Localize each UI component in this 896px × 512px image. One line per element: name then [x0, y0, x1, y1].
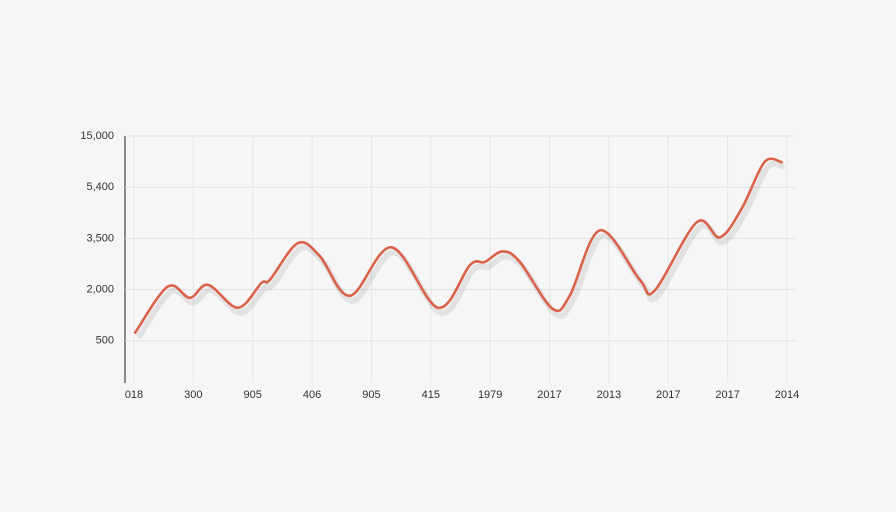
x-tick-label: 2017 — [656, 389, 680, 401]
x-tick-label: 2017 — [537, 389, 561, 401]
x-tick-label: 300 — [184, 389, 202, 401]
line-shadow — [135, 160, 786, 340]
y-tick-label: 5,400 — [86, 181, 114, 193]
x-tick-label: 905 — [244, 389, 262, 401]
x-tick-label: 2013 — [597, 389, 621, 401]
x-tick-label: 905 — [362, 389, 380, 401]
y-tick-label: 3,500 — [86, 232, 114, 244]
x-tick-label: 415 — [422, 389, 440, 401]
x-tick-label: 2014 — [775, 389, 799, 401]
x-tick-label: 1979 — [478, 389, 502, 401]
line — [133, 157, 783, 334]
x-tick-label: 2017 — [715, 389, 739, 401]
y-tick-label: 500 — [96, 335, 114, 347]
x-tick-label: 406 — [303, 389, 321, 401]
x-tick-label: 018 — [125, 389, 143, 401]
y-tick-label: 2,000 — [86, 284, 114, 296]
y-tick-label: 15,000 — [80, 130, 114, 142]
